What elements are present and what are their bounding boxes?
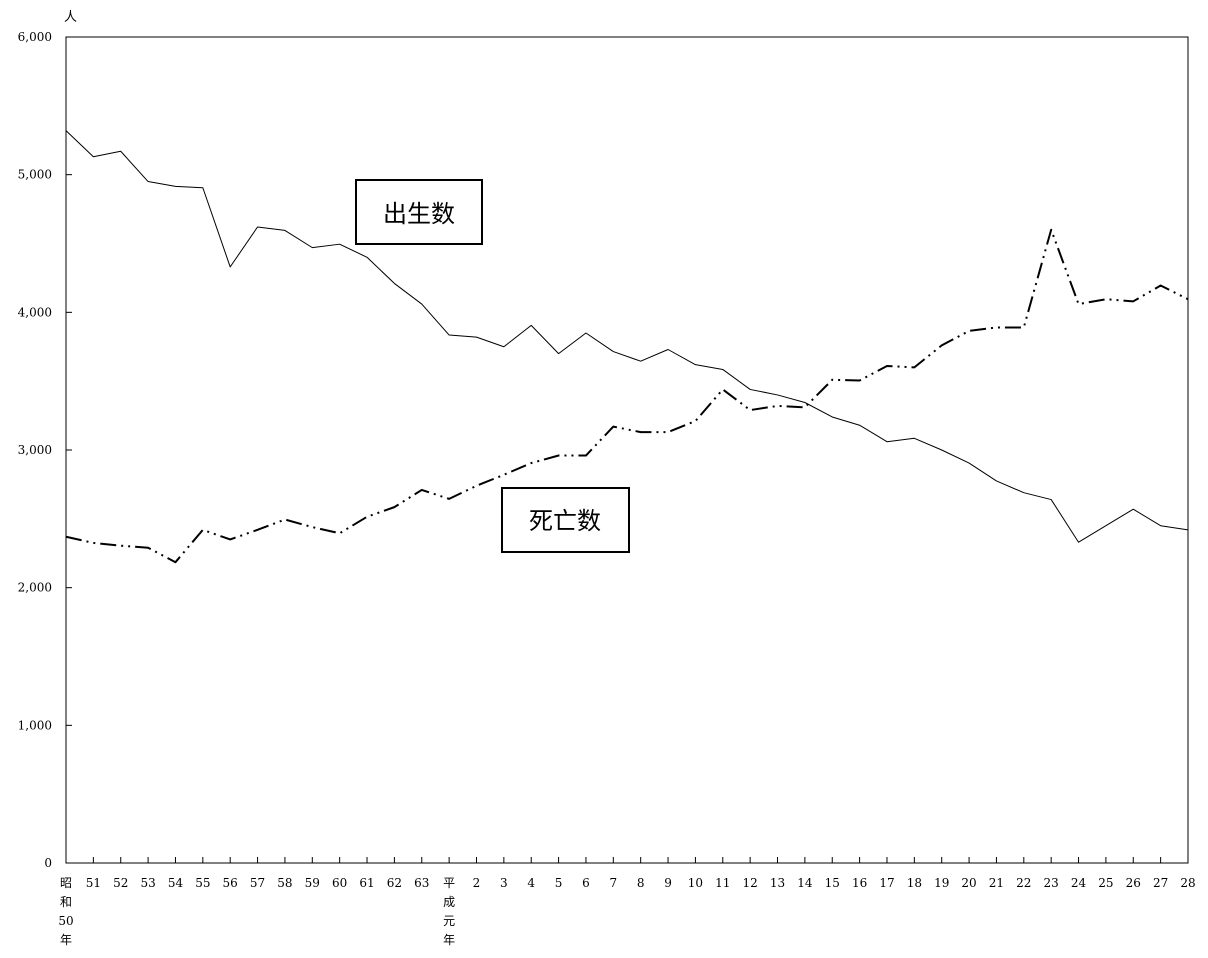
x-tick-label: 62	[387, 876, 402, 890]
x-tick-label: 9	[664, 876, 672, 890]
series-lines	[65, 130, 1189, 564]
x-tick-label: 平	[443, 876, 455, 890]
x-tick-label: 10	[688, 876, 703, 890]
x-tick-label: 58	[277, 876, 292, 890]
x-tick-label: 5	[555, 876, 563, 890]
x-tick-label: 昭	[60, 876, 72, 890]
x-tick-label: 63	[414, 876, 429, 890]
x-tick-label: 57	[250, 876, 265, 890]
x-tick-label: 13	[770, 876, 785, 890]
legend-box-births	[355, 179, 483, 245]
x-tick-label: 年	[443, 933, 455, 947]
y-axis-unit-label: 人	[64, 10, 77, 25]
plot-area-frame	[65, 36, 1189, 864]
x-tick-label: 12	[743, 876, 758, 890]
x-tick-label: 50	[58, 914, 73, 928]
y-tick-label: 5,000	[18, 168, 52, 182]
x-tick-label: 元	[443, 914, 455, 928]
x-tick-label: 2	[473, 876, 481, 890]
x-tick-label: 54	[168, 876, 184, 890]
x-tick-label: 4	[527, 876, 535, 890]
x-tick-label: 15	[825, 876, 840, 890]
legend-text-deaths: 死亡数	[529, 507, 601, 535]
series-line-births	[65, 130, 1189, 543]
x-tick-label: 24	[1071, 876, 1087, 890]
x-tick-label: 7	[609, 876, 617, 890]
x-tick-label: 年	[60, 933, 72, 947]
legend-label-deaths: 死亡数	[501, 487, 630, 553]
x-tick-label: 59	[305, 876, 320, 890]
y-tick-label: 6,000	[18, 30, 52, 44]
x-tick-label: 23	[1044, 876, 1059, 890]
y-tick-label: 4,000	[18, 305, 52, 319]
x-tick-label: 27	[1153, 876, 1168, 890]
x-tick-label: 60	[332, 876, 347, 890]
x-tick-label: 56	[223, 876, 238, 890]
x-tick-label: 21	[989, 876, 1004, 890]
x-tick-label: 成	[443, 895, 455, 909]
x-tick-label: 55	[195, 876, 210, 890]
y-tick-label: 3,000	[18, 443, 52, 457]
legend-label-births: 出生数	[355, 179, 483, 245]
legend-box-deaths	[501, 487, 630, 553]
x-tick-label: 11	[715, 876, 730, 890]
y-tick-label: 0	[44, 856, 52, 870]
x-tick-label: 28	[1180, 876, 1195, 890]
x-tick-label: 22	[1016, 876, 1031, 890]
x-tick-label: 6	[582, 876, 590, 890]
x-tick-label: 18	[907, 876, 922, 890]
x-tick-label: 52	[113, 876, 128, 890]
x-tick-label: 8	[637, 876, 645, 890]
y-tick-label: 2,000	[18, 581, 52, 595]
x-tick-label: 19	[934, 876, 949, 890]
x-tick-label: 14	[797, 876, 813, 890]
legend-text-births: 出生数	[383, 200, 455, 228]
x-tick-label: 25	[1098, 876, 1113, 890]
y-tick-label: 1,000	[18, 718, 52, 732]
x-tick-label: 和	[60, 895, 72, 909]
x-tick-label: 26	[1126, 876, 1141, 890]
x-tick-label: 16	[852, 876, 867, 890]
x-tick-label: 61	[359, 876, 374, 890]
x-tick-label: 20	[961, 876, 976, 890]
y-axis-ticks: 0 1,000 2,000 3,000 4,000 5,000 6,000	[18, 30, 72, 870]
x-tick-label: 53	[140, 876, 155, 890]
x-tick-label: 17	[879, 876, 894, 890]
x-tick-label: 51	[86, 876, 101, 890]
x-tick-label: 3	[500, 876, 508, 890]
